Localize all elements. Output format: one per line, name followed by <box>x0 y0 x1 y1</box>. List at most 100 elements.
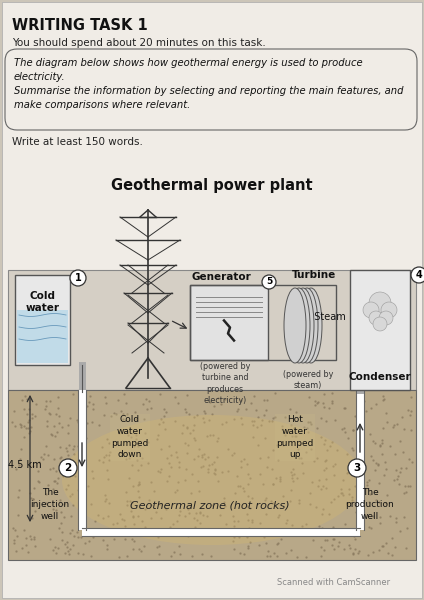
Point <box>407 410 413 419</box>
Point <box>175 477 182 487</box>
Point <box>239 419 245 428</box>
Point <box>283 548 290 558</box>
Point <box>32 411 39 421</box>
Point <box>368 523 374 533</box>
Point <box>329 396 336 406</box>
Point <box>245 543 251 553</box>
Point <box>106 450 113 460</box>
Point <box>323 416 330 426</box>
Point <box>334 445 340 454</box>
Point <box>237 395 244 405</box>
Point <box>289 470 296 479</box>
Point <box>69 526 75 535</box>
Point <box>138 546 145 556</box>
Point <box>190 454 197 464</box>
Point <box>77 437 84 446</box>
Point <box>342 428 349 437</box>
Point <box>284 515 290 525</box>
Point <box>67 454 73 464</box>
Point <box>206 397 213 406</box>
Point <box>9 523 16 532</box>
Point <box>34 476 41 486</box>
Point <box>408 457 415 466</box>
Point <box>304 417 311 427</box>
Point <box>122 521 129 531</box>
Point <box>326 441 333 451</box>
Point <box>67 544 74 554</box>
Point <box>276 510 283 520</box>
Point <box>165 472 172 481</box>
Point <box>322 484 329 493</box>
Point <box>381 394 388 404</box>
Point <box>306 392 312 402</box>
Point <box>28 494 35 503</box>
Point <box>121 515 128 525</box>
Point <box>74 485 81 495</box>
Point <box>231 521 238 531</box>
Point <box>335 491 341 500</box>
Point <box>321 440 328 449</box>
Point <box>133 430 139 440</box>
Point <box>197 508 204 518</box>
Point <box>366 497 373 506</box>
Point <box>230 533 237 542</box>
Text: 5: 5 <box>266 277 272 286</box>
Point <box>133 434 139 444</box>
Point <box>63 542 70 551</box>
Point <box>155 532 162 542</box>
Point <box>23 533 30 542</box>
Point <box>240 550 247 559</box>
Point <box>355 548 362 558</box>
Point <box>315 482 321 491</box>
Point <box>389 551 396 560</box>
Point <box>181 511 188 521</box>
Point <box>330 470 337 480</box>
Point <box>262 538 269 548</box>
Point <box>147 500 154 509</box>
Point <box>100 535 106 545</box>
Point <box>170 547 177 557</box>
Point <box>136 478 142 487</box>
Point <box>272 473 279 482</box>
Point <box>158 444 165 454</box>
Point <box>196 507 203 517</box>
Point <box>328 388 335 398</box>
Point <box>269 498 276 508</box>
Point <box>42 498 49 508</box>
Point <box>162 424 169 434</box>
Point <box>25 424 31 433</box>
Text: 1: 1 <box>75 273 81 283</box>
Bar <box>17 310 68 363</box>
Bar <box>15 275 70 365</box>
Point <box>397 463 404 473</box>
Point <box>288 467 295 477</box>
Point <box>78 500 85 509</box>
Point <box>242 404 249 414</box>
Point <box>269 524 276 533</box>
Point <box>174 398 181 407</box>
Point <box>92 517 98 526</box>
Point <box>322 475 329 484</box>
Point <box>37 452 44 462</box>
Point <box>157 499 164 509</box>
Point <box>28 534 34 544</box>
Point <box>343 468 350 478</box>
Point <box>251 391 258 401</box>
Bar <box>8 270 416 390</box>
Point <box>191 412 198 422</box>
Point <box>240 483 247 493</box>
Point <box>379 436 385 445</box>
Point <box>51 421 58 431</box>
Point <box>318 551 324 561</box>
Point <box>110 534 117 544</box>
Point <box>274 551 281 560</box>
Point <box>339 424 346 434</box>
Point <box>196 518 203 528</box>
Point <box>247 473 254 483</box>
Point <box>190 420 197 430</box>
Point <box>176 506 183 516</box>
Point <box>194 515 201 525</box>
Point <box>245 479 251 488</box>
Point <box>255 541 262 550</box>
Point <box>349 548 356 557</box>
